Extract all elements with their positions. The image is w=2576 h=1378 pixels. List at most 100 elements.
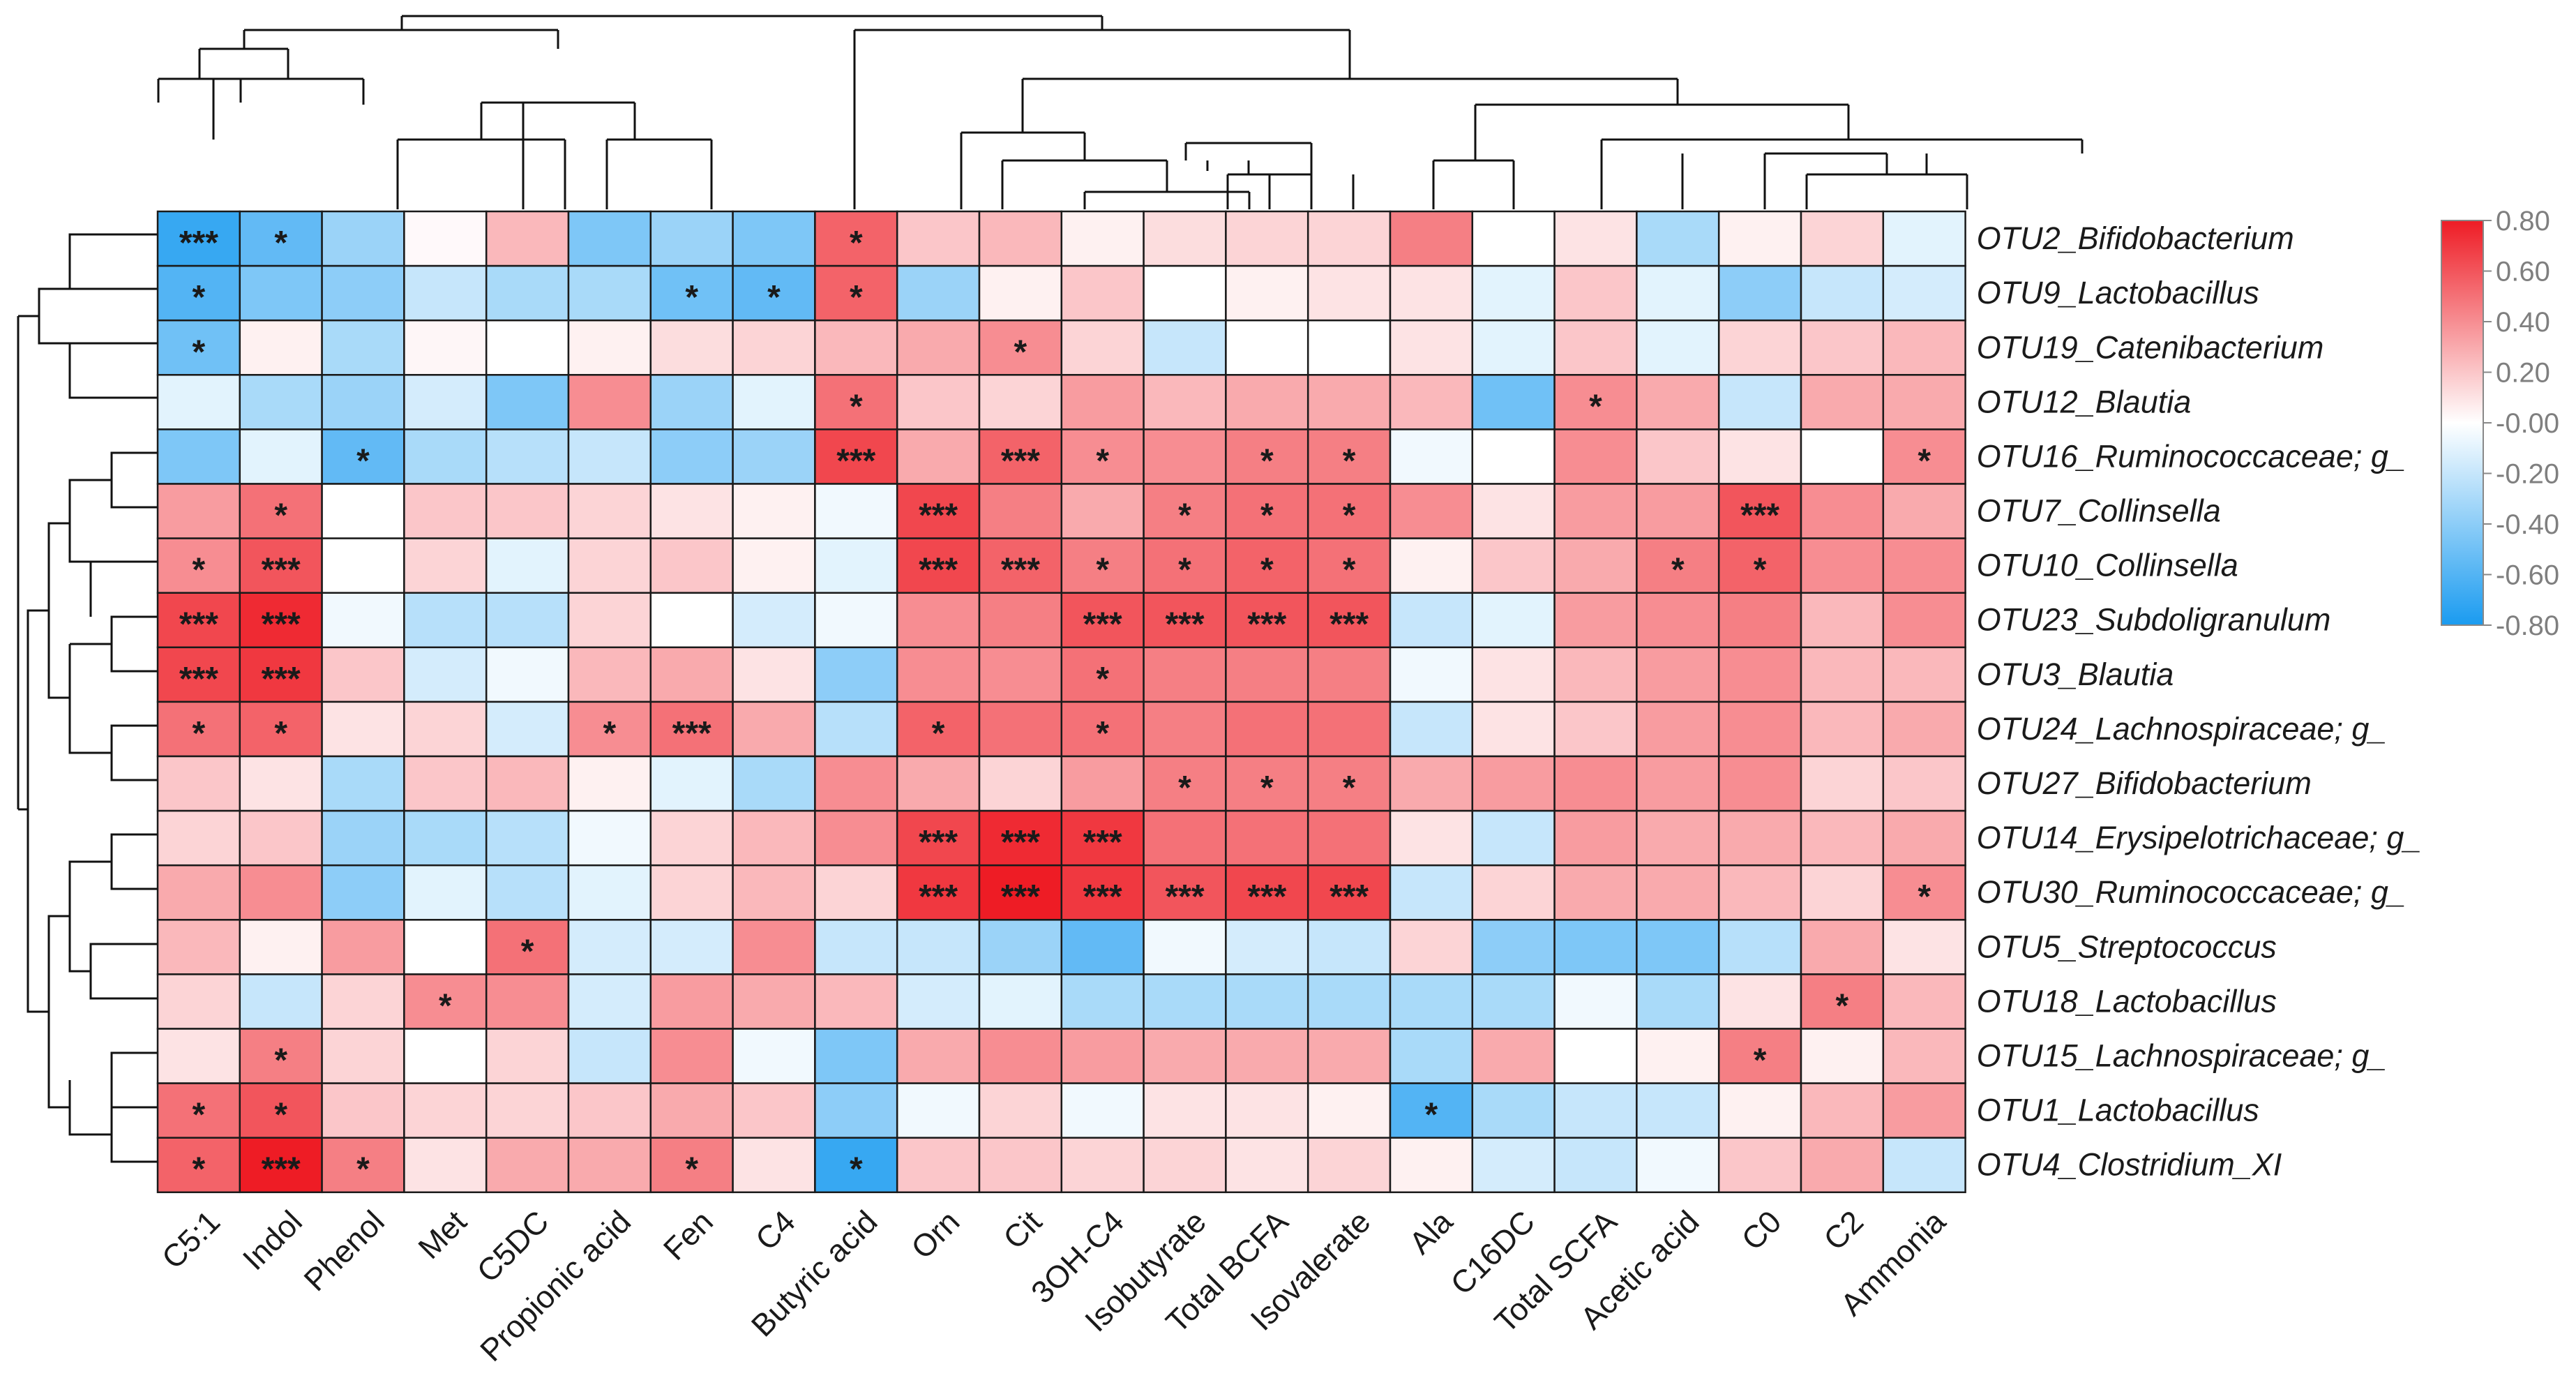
- heatmap-cell: [1060, 483, 1145, 539]
- heatmap-cell: [239, 374, 323, 430]
- significance-mark: ***: [262, 661, 301, 698]
- heatmap-cell: [1143, 809, 1227, 867]
- heatmap-cell: [1225, 1137, 1309, 1194]
- significance-mark: *: [193, 279, 206, 316]
- heatmap-cell: [896, 809, 981, 867]
- heatmap-cell: [1389, 428, 1474, 485]
- heatmap-cell: [978, 483, 1063, 539]
- heatmap-cell: [978, 428, 1063, 485]
- heatmap-cell: [978, 537, 1063, 594]
- column-dendrogram: [157, 15, 2084, 209]
- heatmap-cell: [1143, 319, 1227, 376]
- heatmap-cell: [1471, 428, 1556, 485]
- heatmap-cell: [1882, 264, 1966, 322]
- heatmap-cell: [1225, 1028, 1309, 1084]
- significance-mark: ***: [1740, 497, 1779, 534]
- heatmap-cell: [1471, 537, 1556, 594]
- significance-mark: *: [356, 442, 370, 479]
- heatmap-cell: [814, 1028, 898, 1084]
- heatmap-cell: [1717, 755, 1802, 812]
- heatmap-cell: [239, 809, 323, 867]
- heatmap-cell: [567, 864, 652, 921]
- heatmap-cell: [649, 319, 734, 376]
- row-label: OTU4_Clostridium_XI: [1977, 1147, 2282, 1183]
- significance-mark: *: [932, 715, 945, 752]
- heatmap-cell: [1882, 210, 1966, 267]
- heatmap-cell: [732, 1028, 816, 1084]
- heatmap-cell: [1717, 1028, 1802, 1084]
- column-label: Met: [411, 1204, 473, 1266]
- heatmap-cell: [1800, 483, 1885, 539]
- heatmap-cell: [156, 428, 241, 485]
- heatmap-cell: [649, 1028, 734, 1084]
- heatmap-cell: [896, 919, 981, 975]
- heatmap-cell: [649, 646, 734, 703]
- row-label: OTU3_Blautia: [1977, 657, 2174, 692]
- color-scale-legend: 0.80 0.60 0.40 0.20 -0.00 -0.20 -0.40 -0.60 -0.8…: [2441, 206, 2559, 641]
- heatmap-cell: [239, 701, 323, 758]
- heatmap-cell: [1389, 319, 1474, 376]
- heatmap-cell: [239, 1028, 323, 1084]
- heatmap-cell: [732, 755, 816, 812]
- significance-mark: ***: [919, 824, 958, 861]
- significance-mark: *: [1096, 661, 1109, 698]
- heatmap-cell: [649, 374, 734, 430]
- heatmap-cell: [485, 592, 570, 649]
- heatmap-cell: [896, 864, 981, 921]
- heatmap-cell: [649, 809, 734, 867]
- heatmap-cell: [649, 755, 734, 812]
- heatmap-cell: [1553, 264, 1638, 322]
- significance-mark: *: [1343, 552, 1356, 589]
- heatmap-cell: [1306, 1137, 1392, 1194]
- heatmap-cell: [814, 701, 898, 758]
- heatmap-cell: [403, 319, 488, 376]
- significance-mark: *: [1836, 987, 1849, 1024]
- heatmap-cell: [1717, 646, 1802, 703]
- significance-mark: *: [274, 1042, 287, 1079]
- significance-mark: *: [274, 497, 287, 534]
- heatmap-cell: [403, 537, 488, 594]
- heatmap-cell: [1800, 1082, 1885, 1139]
- heatmap-cell: [567, 428, 652, 485]
- heatmap-cell: [1306, 374, 1392, 430]
- heatmap-cell: [485, 264, 570, 322]
- heatmap-cell: [485, 1082, 570, 1139]
- heatmap-cell: [485, 809, 570, 867]
- heatmap-cell: [239, 755, 323, 812]
- heatmap-cell: [1225, 646, 1309, 703]
- heatmap-cell: [1636, 1082, 1720, 1139]
- heatmap-cell: [1553, 1137, 1638, 1194]
- significance-mark: ***: [1083, 878, 1122, 915]
- heatmap-cell: [1060, 1137, 1145, 1194]
- column-label: Orn: [904, 1204, 966, 1266]
- color-scale-tick-label: 0.80: [2496, 206, 2550, 237]
- heatmap-cell: [1225, 755, 1309, 812]
- heatmap-cell: [649, 1082, 734, 1139]
- heatmap-cell: [1143, 483, 1227, 539]
- heatmap-cell: [896, 319, 981, 376]
- heatmap-cell: [1389, 919, 1474, 975]
- heatmap-cell: [1800, 1137, 1885, 1194]
- heatmap-cell: [1717, 864, 1802, 921]
- significance-mark: ***: [262, 606, 301, 643]
- heatmap-cell: [403, 483, 488, 539]
- heatmap-cell: [321, 809, 405, 867]
- heatmap-cell: [1800, 210, 1885, 267]
- heatmap-cell: [1143, 919, 1227, 975]
- color-scale-tick-label: -0.20: [2496, 459, 2559, 490]
- heatmap-cell: [403, 809, 488, 867]
- heatmap-cell: [649, 701, 734, 758]
- heatmap-cell: [485, 210, 570, 267]
- heatmap-cell: [1471, 646, 1556, 703]
- heatmap-cell: [896, 483, 981, 539]
- significance-mark: ***: [1330, 878, 1369, 915]
- significance-mark: ***: [919, 497, 958, 534]
- significance-mark: ***: [1001, 552, 1040, 589]
- heatmap-cell: [732, 374, 816, 430]
- heatmap-cell: [567, 592, 652, 649]
- heatmap-cell: [1389, 1137, 1474, 1194]
- heatmap-cell: [156, 374, 241, 430]
- heatmap-cell: [978, 755, 1063, 812]
- heatmap-cell: [239, 919, 323, 975]
- significance-mark: ***: [262, 552, 301, 589]
